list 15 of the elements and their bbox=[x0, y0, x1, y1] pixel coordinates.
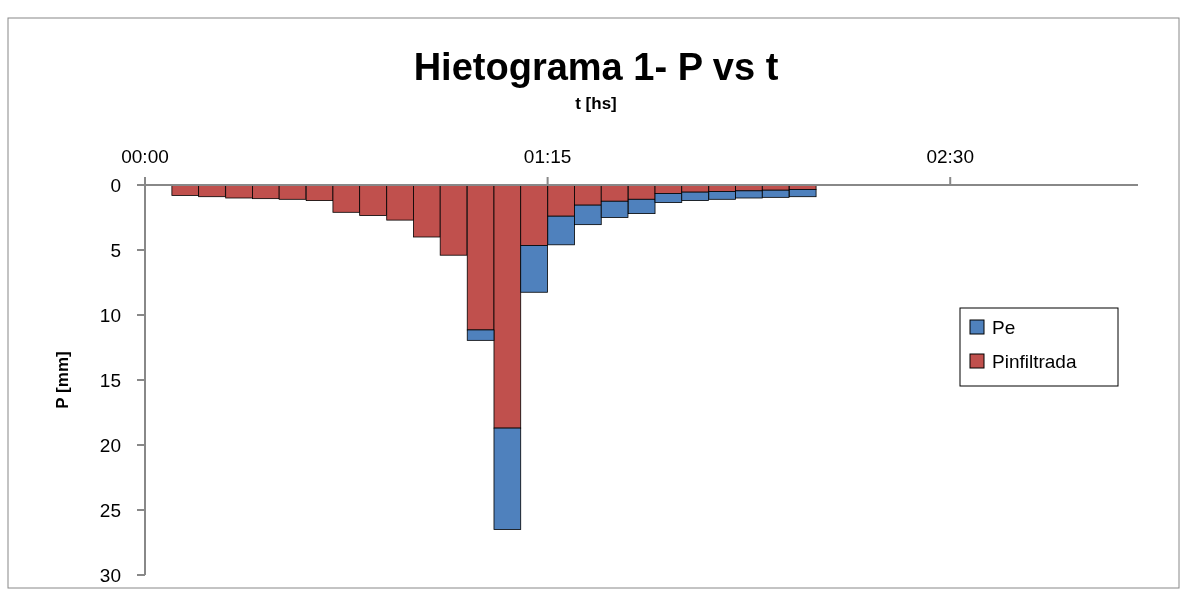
legend-label: Pe bbox=[992, 317, 1016, 338]
y-tick-label: 25 bbox=[99, 500, 121, 521]
legend-label: Pinfiltrada bbox=[992, 351, 1077, 372]
chart-title: Hietograma 1- P vs t bbox=[413, 46, 779, 88]
y-tick-label: 15 bbox=[99, 370, 121, 391]
y-tick-label: 5 bbox=[110, 240, 121, 261]
x-tick-label: 00:00 bbox=[121, 146, 169, 167]
y-tick-label: 0 bbox=[110, 175, 121, 196]
y-axis-title: P [mm] bbox=[53, 351, 72, 409]
y-tick-label: 10 bbox=[99, 305, 121, 326]
x-axis-title: t [hs] bbox=[575, 94, 617, 113]
y-tick-label: 20 bbox=[99, 435, 121, 456]
y-tick-label: 30 bbox=[99, 565, 121, 586]
x-tick-label: 01:15 bbox=[523, 146, 572, 167]
x-tick-label: 02:30 bbox=[926, 146, 974, 167]
